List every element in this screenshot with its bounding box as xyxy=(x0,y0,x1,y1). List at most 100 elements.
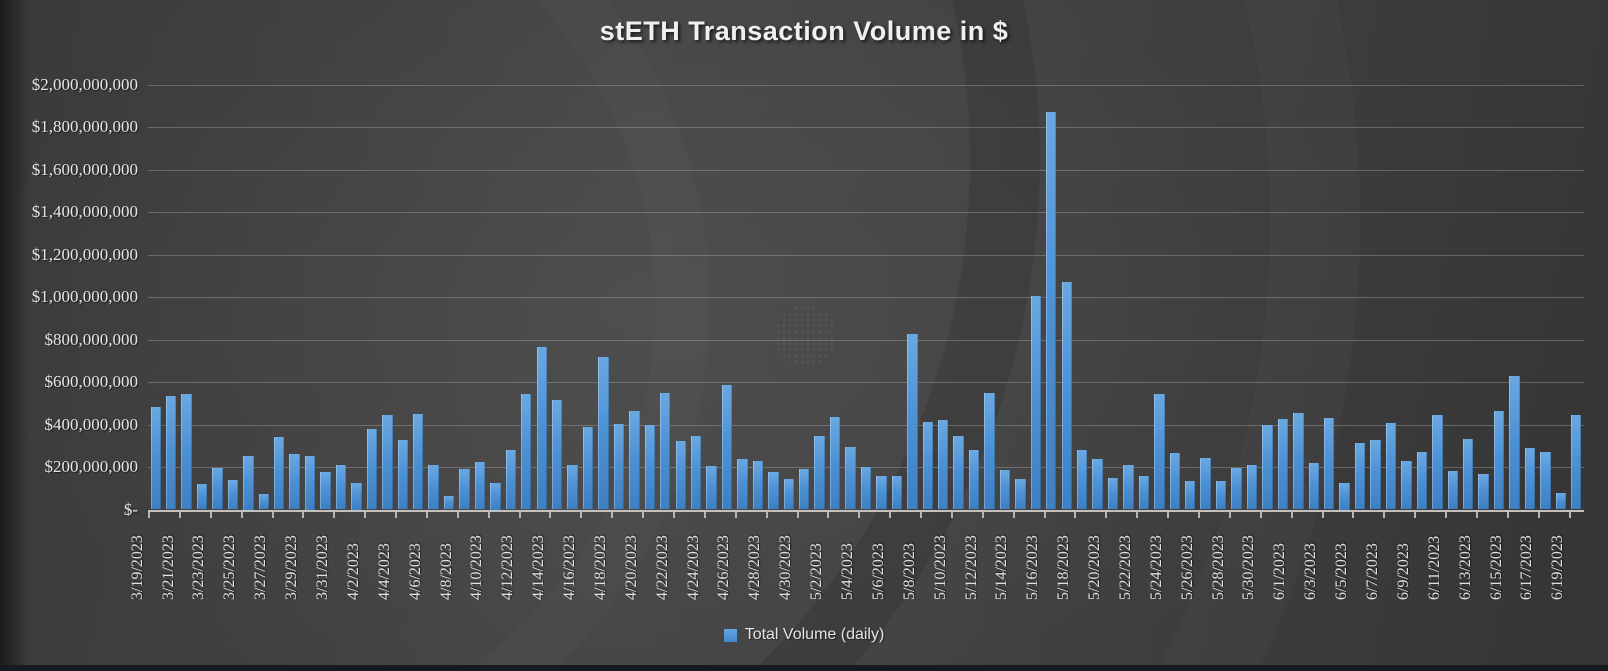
bar-4/24/2023[interactable] xyxy=(706,466,717,510)
bar-4/8/2023[interactable] xyxy=(459,468,470,510)
bar-6/5/2023[interactable] xyxy=(1354,443,1366,510)
bar-6/14/2023[interactable] xyxy=(1493,411,1505,510)
bar-3/24/2023[interactable] xyxy=(227,480,239,510)
bar-6/3/2023[interactable] xyxy=(1324,418,1335,510)
bar-3/28/2023[interactable] xyxy=(289,454,300,510)
bar-4/7/2023[interactable] xyxy=(443,496,455,510)
bar-4/20/2023[interactable] xyxy=(644,425,656,510)
bar-4/29/2023[interactable] xyxy=(783,479,794,510)
bar-4/9/2023[interactable] xyxy=(474,461,486,510)
bar-4/27/2023[interactable] xyxy=(752,461,764,510)
bar-6/6/2023[interactable] xyxy=(1370,439,1381,510)
bar-4/14/2023[interactable] xyxy=(551,400,563,510)
bar-5/17/2023[interactable] xyxy=(1061,282,1072,510)
bar-5/29/2023[interactable] xyxy=(1246,465,1258,510)
bar-5/12/2023[interactable] xyxy=(984,393,995,510)
bar-3/23/2023[interactable] xyxy=(212,468,223,510)
bar-3/25/2023[interactable] xyxy=(243,456,254,510)
bar-5/13/2023[interactable] xyxy=(999,470,1011,510)
bar-5/3/2023[interactable] xyxy=(845,447,856,510)
bar-5/20/2023[interactable] xyxy=(1107,478,1119,510)
bar-4/30/2023[interactable] xyxy=(799,469,810,510)
bar-6/7/2023[interactable] xyxy=(1385,423,1397,510)
bar-5/11/2023[interactable] xyxy=(968,450,980,510)
bar-5/30/2023[interactable] xyxy=(1262,424,1273,510)
bar-5/8/2023[interactable] xyxy=(922,422,933,510)
bar-5/21/2023[interactable] xyxy=(1123,465,1134,510)
bar-4/10/2023[interactable] xyxy=(490,482,501,510)
bar-4/19/2023[interactable] xyxy=(629,410,640,510)
bar-4/17/2023[interactable] xyxy=(598,356,609,510)
bar-3/22/2023[interactable] xyxy=(196,484,208,510)
bar-5/4/2023[interactable] xyxy=(860,467,872,510)
bar-5/10/2023[interactable] xyxy=(953,436,964,510)
bar-5/22/2023[interactable] xyxy=(1138,475,1150,510)
bar-5/16/2023[interactable] xyxy=(1046,111,1057,510)
bar-4/26/2023[interactable] xyxy=(737,459,748,510)
bar-5/7/2023[interactable] xyxy=(907,333,918,510)
bar-6/2/2023[interactable] xyxy=(1308,463,1319,510)
bar-4/4/2023[interactable] xyxy=(397,440,408,510)
bar-6/11/2023[interactable] xyxy=(1447,471,1458,510)
bar-4/15/2023[interactable] xyxy=(567,464,578,510)
bar-6/16/2023[interactable] xyxy=(1524,447,1536,510)
bar-4/3/2023[interactable] xyxy=(382,415,393,510)
bar-4/13/2023[interactable] xyxy=(536,347,547,510)
bar-6/1/2023[interactable] xyxy=(1293,412,1304,510)
bar-6/17/2023[interactable] xyxy=(1540,451,1551,510)
bar-6/12/2023[interactable] xyxy=(1462,439,1474,510)
bar-4/25/2023[interactable] xyxy=(721,384,733,510)
bar-4/12/2023[interactable] xyxy=(521,393,532,510)
bar-3/31/2023[interactable] xyxy=(335,464,347,510)
bar-5/5/2023[interactable] xyxy=(876,475,887,510)
bar-5/15/2023[interactable] xyxy=(1030,295,1042,510)
bar-3/27/2023[interactable] xyxy=(274,437,285,510)
bar-3/19/2023[interactable] xyxy=(150,406,161,510)
legend[interactable]: Total Volume (daily) xyxy=(0,626,1608,644)
bar-3/30/2023[interactable] xyxy=(320,471,331,510)
bar-5/14/2023[interactable] xyxy=(1015,478,1026,510)
bar-5/6/2023[interactable] xyxy=(891,475,903,510)
bar-5/25/2023[interactable] xyxy=(1185,481,1196,510)
bar-4/28/2023[interactable] xyxy=(768,471,779,510)
bar-3/26/2023[interactable] xyxy=(258,493,269,510)
bar-6/13/2023[interactable] xyxy=(1478,473,1489,510)
bar-4/18/2023[interactable] xyxy=(613,424,625,510)
bar-4/1/2023[interactable] xyxy=(351,482,362,510)
bar-3/20/2023[interactable] xyxy=(165,395,177,510)
bar-4/5/2023[interactable] xyxy=(413,413,424,510)
bar-4/22/2023[interactable] xyxy=(675,440,686,510)
bar-5/18/2023[interactable] xyxy=(1076,449,1088,510)
bar-4/11/2023[interactable] xyxy=(505,449,517,510)
x-axis-tick xyxy=(1105,511,1108,518)
x-axis-tick-label: 3/21/2023 xyxy=(159,535,177,600)
bar-5/24/2023[interactable] xyxy=(1169,453,1180,510)
bar-5/28/2023[interactable] xyxy=(1231,467,1242,510)
bar-6/4/2023[interactable] xyxy=(1339,482,1350,510)
x-axis-tick xyxy=(920,511,923,518)
gridline xyxy=(148,169,1584,171)
bar-4/6/2023[interactable] xyxy=(428,465,439,510)
bar-5/23/2023[interactable] xyxy=(1154,393,1165,510)
bar-3/29/2023[interactable] xyxy=(304,456,316,510)
bar-6/8/2023[interactable] xyxy=(1401,461,1412,510)
bar-5/19/2023[interactable] xyxy=(1092,458,1103,510)
bar-6/9/2023[interactable] xyxy=(1416,451,1428,510)
bar-6/19/2023[interactable] xyxy=(1571,415,1582,510)
x-axis-tick-label: 4/24/2023 xyxy=(684,535,702,600)
bar-5/26/2023[interactable] xyxy=(1200,457,1211,510)
bar-4/16/2023[interactable] xyxy=(582,426,594,510)
bar-5/1/2023[interactable] xyxy=(814,436,825,510)
bar-5/27/2023[interactable] xyxy=(1215,481,1227,510)
bar-5/2/2023[interactable] xyxy=(829,416,841,510)
bar-4/21/2023[interactable] xyxy=(660,393,671,510)
bar-4/2/2023[interactable] xyxy=(366,428,378,510)
bar-4/23/2023[interactable] xyxy=(690,436,702,510)
bar-6/10/2023[interactable] xyxy=(1432,414,1443,510)
bar-3/21/2023[interactable] xyxy=(181,394,192,510)
bar-5/9/2023[interactable] xyxy=(938,419,949,510)
bar-5/31/2023[interactable] xyxy=(1277,418,1289,510)
bar-6/18/2023[interactable] xyxy=(1555,492,1567,510)
x-axis-tick xyxy=(672,511,675,518)
bar-6/15/2023[interactable] xyxy=(1509,376,1520,510)
